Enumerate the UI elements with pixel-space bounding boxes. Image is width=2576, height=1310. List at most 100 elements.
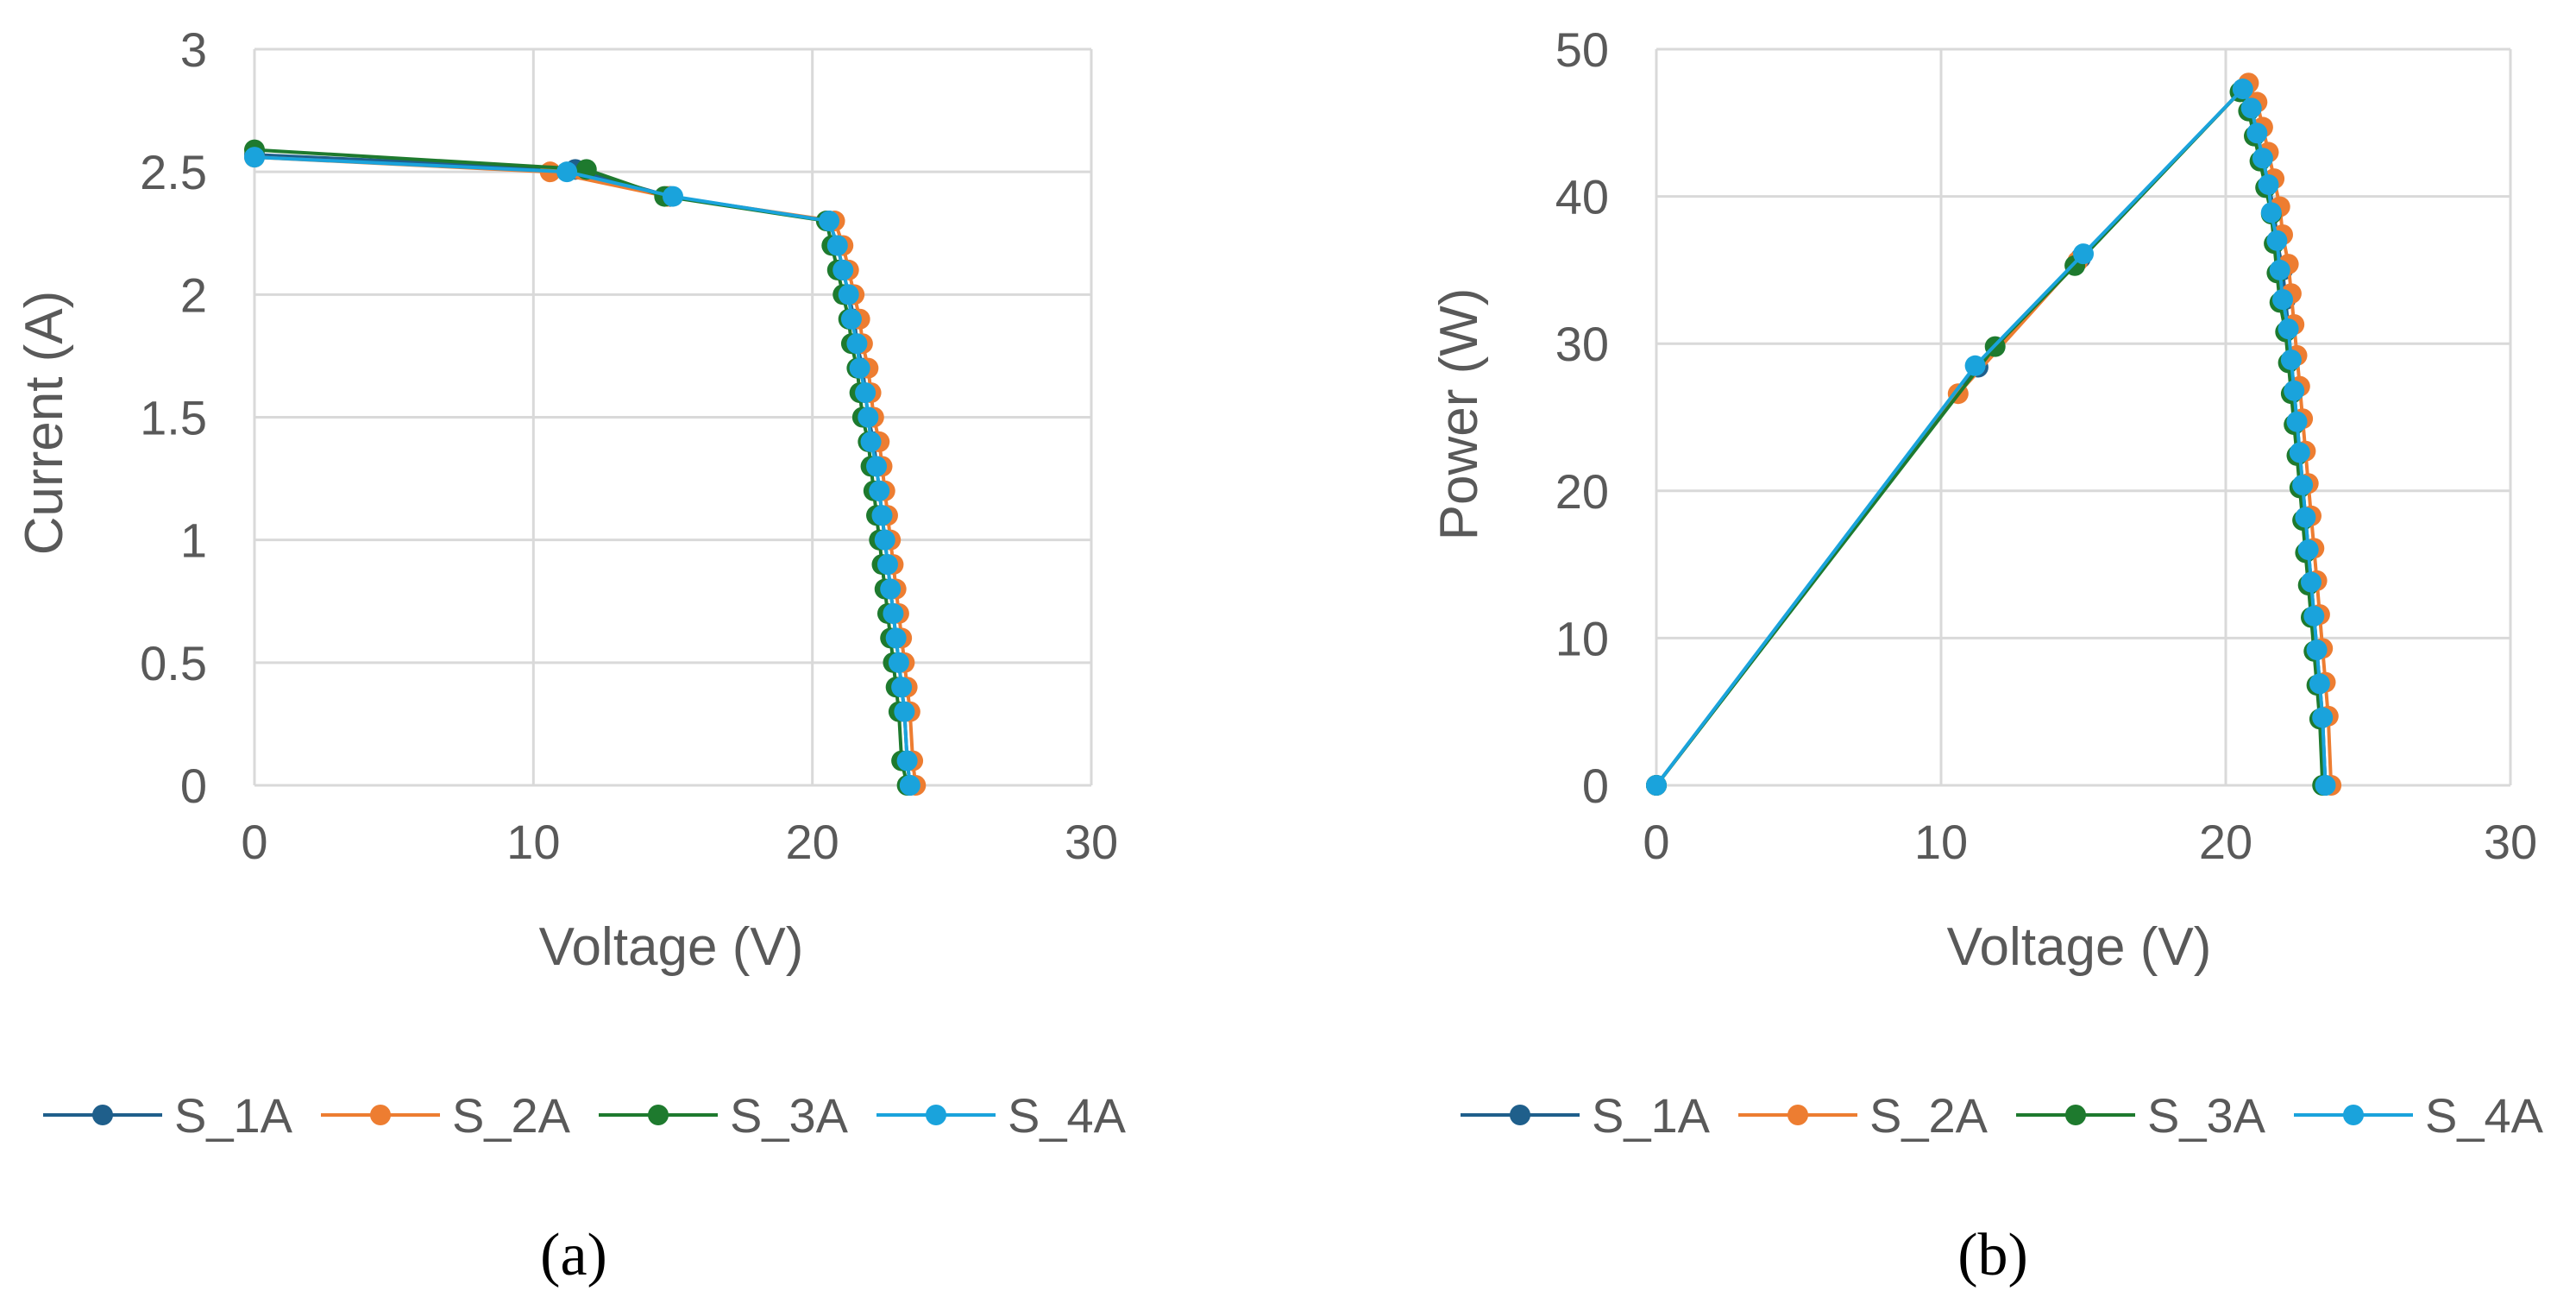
data-point-S_4A [860, 431, 882, 452]
data-point-S_4A [840, 308, 862, 330]
series-S_1A [244, 144, 920, 796]
data-point-S_4A [2295, 507, 2316, 528]
data-point-S_4A [819, 211, 840, 232]
x-tick-labels-b: 0 10 20 30 [1643, 815, 2537, 869]
legend-item-S_3A: S_3A [2016, 1088, 2266, 1143]
data-point-S_4A [883, 602, 904, 624]
data-point-S_4A [2269, 259, 2290, 280]
legend-item-S_4A: S_4A [876, 1088, 1127, 1143]
y-tick-label: 1.5 [140, 391, 207, 445]
data-point-S_4A [888, 652, 909, 673]
chart-panel-b: 0 10 20 30 40 50 0 10 20 30 Voltage (V) Power (W… [1429, 22, 2544, 1288]
panel-label-a: (a) [540, 1222, 607, 1288]
series-S_1A [1646, 79, 2336, 796]
x-tick-label: 10 [506, 815, 560, 869]
legend-marker-swatch [1787, 1105, 1808, 1125]
data-point-S_4A [244, 147, 265, 168]
y-tick-label: 3 [180, 22, 207, 77]
data-point-S_4A [2258, 173, 2279, 195]
data-point-S_4A [2280, 349, 2302, 370]
data-point-S_4A [2252, 148, 2273, 169]
legend-label: S_2A [1869, 1088, 1989, 1143]
x-tick-label: 0 [1643, 815, 1669, 869]
data-point-S_4A [2312, 707, 2334, 728]
data-point-S_4A [2297, 539, 2319, 561]
y-tick-label: 0.5 [140, 636, 207, 690]
x-tick-label: 30 [1065, 815, 1118, 869]
gridlines-b [1655, 47, 2512, 787]
legend-label: S_3A [730, 1088, 849, 1143]
series-S_4A [1646, 79, 2336, 796]
legend-marker-swatch [370, 1105, 391, 1125]
legend-item-S_1A: S_1A [43, 1088, 293, 1143]
legend-label: S_1A [174, 1088, 293, 1143]
chart-panel-a: 0 0.5 1 1.5 2 2.5 3 0 10 20 30 Voltage (V) Curren… [15, 22, 1127, 1288]
data-point-S_4A [891, 677, 913, 698]
y-axis-title-b: Power (W) [1429, 288, 1489, 541]
y-tick-label: 50 [1555, 22, 1609, 77]
data-point-S_4A [2272, 289, 2293, 311]
series-line-S_2A [254, 155, 918, 786]
series-layer-b [1646, 72, 2342, 796]
data-point-S_4A [846, 333, 868, 355]
data-point-S_4A [849, 357, 870, 379]
legend-label: S_4A [1008, 1088, 1127, 1143]
data-point-S_4A [1964, 355, 1986, 376]
data-point-S_4A [874, 529, 895, 551]
legend-item-S_2A: S_2A [1738, 1088, 1989, 1143]
data-point-S_4A [2240, 98, 2262, 119]
legend-item-S_3A: S_3A [599, 1088, 849, 1143]
data-point-S_4A [838, 284, 859, 305]
data-point-S_4A [880, 578, 902, 600]
legend-item-S_4A: S_4A [2294, 1088, 2544, 1143]
x-axis-title-a: Voltage (V) [539, 917, 804, 977]
y-tick-label: 1 [180, 513, 207, 568]
series-S_2A [1646, 72, 2342, 796]
y-tick-label: 10 [1555, 611, 1609, 665]
data-point-S_4A [556, 161, 578, 183]
legend-a: S_1A S_2A S_3A S_4A [43, 1088, 1127, 1143]
data-point-S_4A [896, 750, 918, 772]
y-tick-label: 2 [180, 268, 207, 322]
data-point-S_4A [2289, 442, 2310, 463]
y-tick-labels-a: 0 0.5 1 1.5 2 2.5 3 [140, 22, 207, 813]
y-axis-title-a: Current (A) [15, 291, 74, 556]
series-S_3A [1646, 81, 2334, 796]
data-point-S_4A [2260, 202, 2282, 224]
data-point-S_4A [869, 480, 890, 501]
data-point-S_4A [2292, 474, 2314, 495]
panel-label-b: (b) [1957, 1222, 2028, 1288]
data-point-S_4A [2303, 605, 2325, 627]
legend-item-S_1A: S_1A [1461, 1088, 1711, 1143]
legend-marker-swatch [926, 1105, 946, 1125]
y-tick-labels-b: 0 10 20 30 40 50 [1555, 22, 1609, 813]
data-point-S_4A [2278, 318, 2299, 340]
data-point-S_4A [885, 627, 907, 649]
x-tick-label: 0 [241, 815, 267, 869]
data-point-S_4A [826, 235, 848, 256]
data-point-S_4A [2286, 411, 2308, 432]
legend-label: S_3A [2147, 1088, 2266, 1143]
legend-marker-swatch [648, 1105, 669, 1125]
data-point-S_4A [866, 456, 888, 477]
data-point-S_4A [2309, 673, 2330, 695]
data-point-S_4A [1646, 775, 1667, 796]
x-tick-label: 20 [786, 815, 839, 869]
x-tick-label: 10 [1914, 815, 1968, 869]
x-tick-label: 30 [2484, 815, 2537, 869]
data-point-S_4A [2284, 380, 2305, 401]
legend-label: S_2A [452, 1088, 571, 1143]
data-point-S_4A [2306, 639, 2328, 661]
series-S_4A [244, 147, 920, 796]
legend-marker-swatch [2343, 1105, 2364, 1125]
data-point-S_4A [2266, 230, 2288, 251]
data-point-S_4A [858, 406, 879, 428]
y-tick-label: 0 [1582, 759, 1609, 813]
legend-label: S_1A [1592, 1088, 1711, 1143]
series-line-S_2A [1655, 79, 2334, 787]
y-tick-label: 0 [180, 759, 207, 813]
legend-marker-swatch [2065, 1105, 2086, 1125]
data-point-S_4A [894, 701, 915, 722]
